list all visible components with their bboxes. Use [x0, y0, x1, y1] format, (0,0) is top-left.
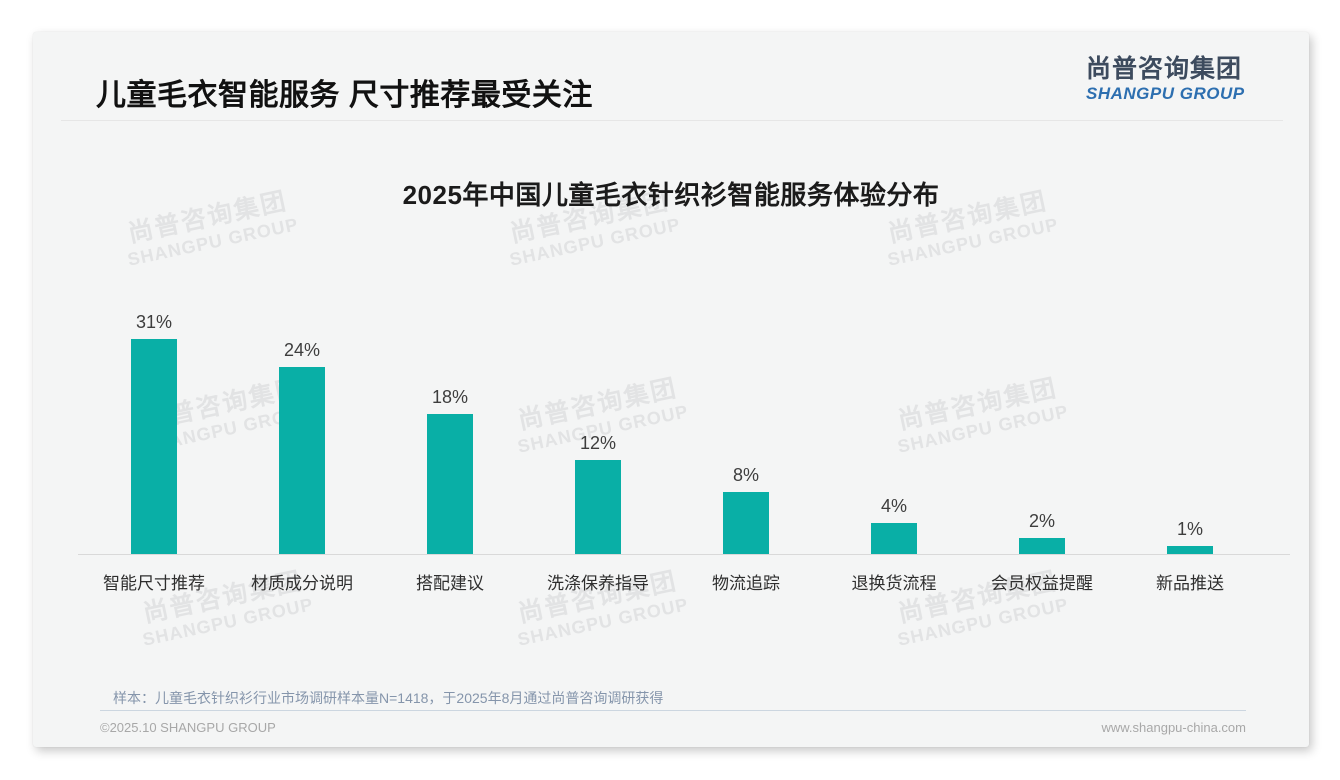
footer-divider [100, 710, 1246, 711]
bar-3 [427, 414, 473, 554]
brand-logo: 尚普咨询集团 SHANGPU GROUP [1086, 55, 1245, 103]
bar-value-label: 31% [135, 312, 173, 332]
title-divider [61, 120, 1283, 121]
x-axis-label-2: 材质成分说明 [251, 574, 353, 593]
website-link[interactable]: www.shangpu-china.com [1101, 720, 1246, 735]
footer-bar: ©2025.10 SHANGPU GROUP www.shangpu-china… [100, 720, 1246, 735]
x-axis-label-3: 搭配建议 [416, 574, 484, 593]
slide-card: 尚普咨询集团 SHANGPU GROUP 尚普咨询集团 SHANGPU GROUP 尚普… [33, 32, 1309, 747]
bar-value-label: 2% [1028, 511, 1055, 531]
bar-6 [871, 523, 917, 554]
bar-column-7: 2% [968, 312, 1116, 554]
x-axis-label-6: 退换货流程 [851, 574, 937, 593]
x-axis-label-8: 新品推送 [1156, 574, 1224, 593]
x-axis-label-7: 会员权益提醒 [991, 574, 1093, 593]
x-axis-label-4: 洗涤保养指导 [547, 574, 649, 593]
bar-column-6: 4% [820, 312, 968, 554]
bar-value-label: 18% [431, 387, 469, 407]
chart-title: 2025年中国儿童毛衣针织衫智能服务体验分布 [402, 180, 940, 210]
bar-2 [279, 367, 325, 554]
bar-value-label: 24% [283, 340, 321, 360]
bar-column-3: 18% [376, 312, 524, 554]
sample-note: 样本：儿童毛衣针织衫行业市场调研样本量N=1418，于2025年8月通过尚普咨询… [113, 690, 664, 706]
copyright-text: ©2025.10 SHANGPU GROUP [100, 720, 276, 735]
x-axis-line [78, 554, 1290, 555]
bar-value-label: 1% [1176, 519, 1203, 539]
bar-column-2: 24% [228, 312, 376, 554]
bar-column-4: 12% [524, 312, 672, 554]
bar-8 [1167, 546, 1213, 554]
bar-column-5: 8% [672, 312, 820, 554]
bar-7 [1019, 538, 1065, 554]
bar-value-label: 12% [579, 433, 617, 453]
bar-value-label: 8% [732, 465, 759, 485]
brand-logo-en: SHANGPU GROUP [1086, 83, 1245, 103]
brand-logo-cn: 尚普咨询集团 [1086, 55, 1243, 83]
bar-value-label: 4% [880, 496, 907, 516]
bar-chart-plot: 31% 24% 18% 12% 8% 4% 2% 1% [80, 312, 1264, 554]
page-title: 儿童毛衣智能服务 尺寸推荐最受关注 [96, 79, 593, 112]
bar-1 [131, 339, 177, 554]
bar-5 [723, 492, 769, 554]
bar-column-1: 31% [80, 312, 228, 554]
x-axis-label-1: 智能尺寸推荐 [103, 574, 205, 593]
x-axis-labels: 智能尺寸推荐 材质成分说明 搭配建议 洗涤保养指导 物流追踪 退换货流程 会员权益提醒 新品推… [80, 569, 1264, 594]
x-axis-label-5: 物流追踪 [712, 574, 780, 593]
bar-column-8: 1% [1116, 312, 1264, 554]
bar-4 [575, 460, 621, 554]
